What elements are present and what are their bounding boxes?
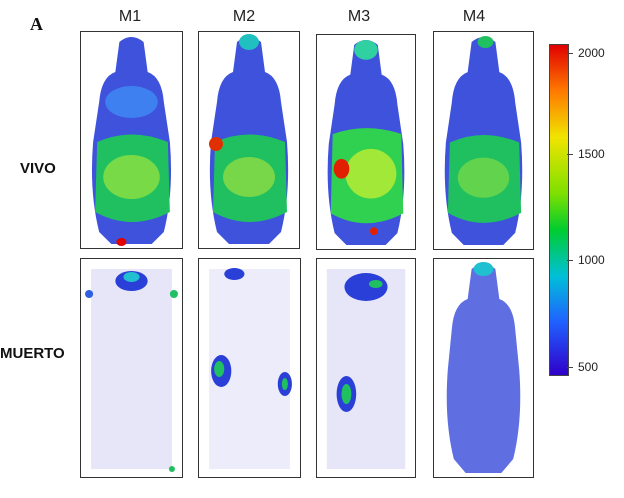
image-muerto-m4 — [433, 258, 534, 478]
column-label-m4: M4 — [462, 8, 486, 25]
image-vivo-m3 — [316, 34, 416, 250]
column-label-m3: M3 — [347, 8, 371, 25]
scale-label-1000: 1000 — [578, 253, 605, 267]
row-label-muerto: MUERTO — [0, 345, 65, 362]
image-vivo-m4 — [433, 31, 534, 250]
column-label-m2: M2 — [232, 8, 256, 25]
scale-label-1500: 1500 — [578, 147, 605, 161]
image-muerto-m3 — [316, 258, 416, 478]
row-label-vivo: VIVO — [20, 160, 56, 177]
image-vivo-m1 — [80, 31, 183, 249]
image-muerto-m2 — [198, 258, 301, 478]
image-vivo-m2 — [198, 31, 300, 249]
image-muerto-m1 — [80, 258, 183, 478]
scale-label-500: 500 — [578, 360, 599, 374]
column-label-m1: M1 — [118, 8, 142, 25]
scale-label-2000: 2000 — [578, 46, 605, 60]
panel-letter: A — [30, 14, 43, 34]
color-scale-bar — [549, 44, 569, 376]
